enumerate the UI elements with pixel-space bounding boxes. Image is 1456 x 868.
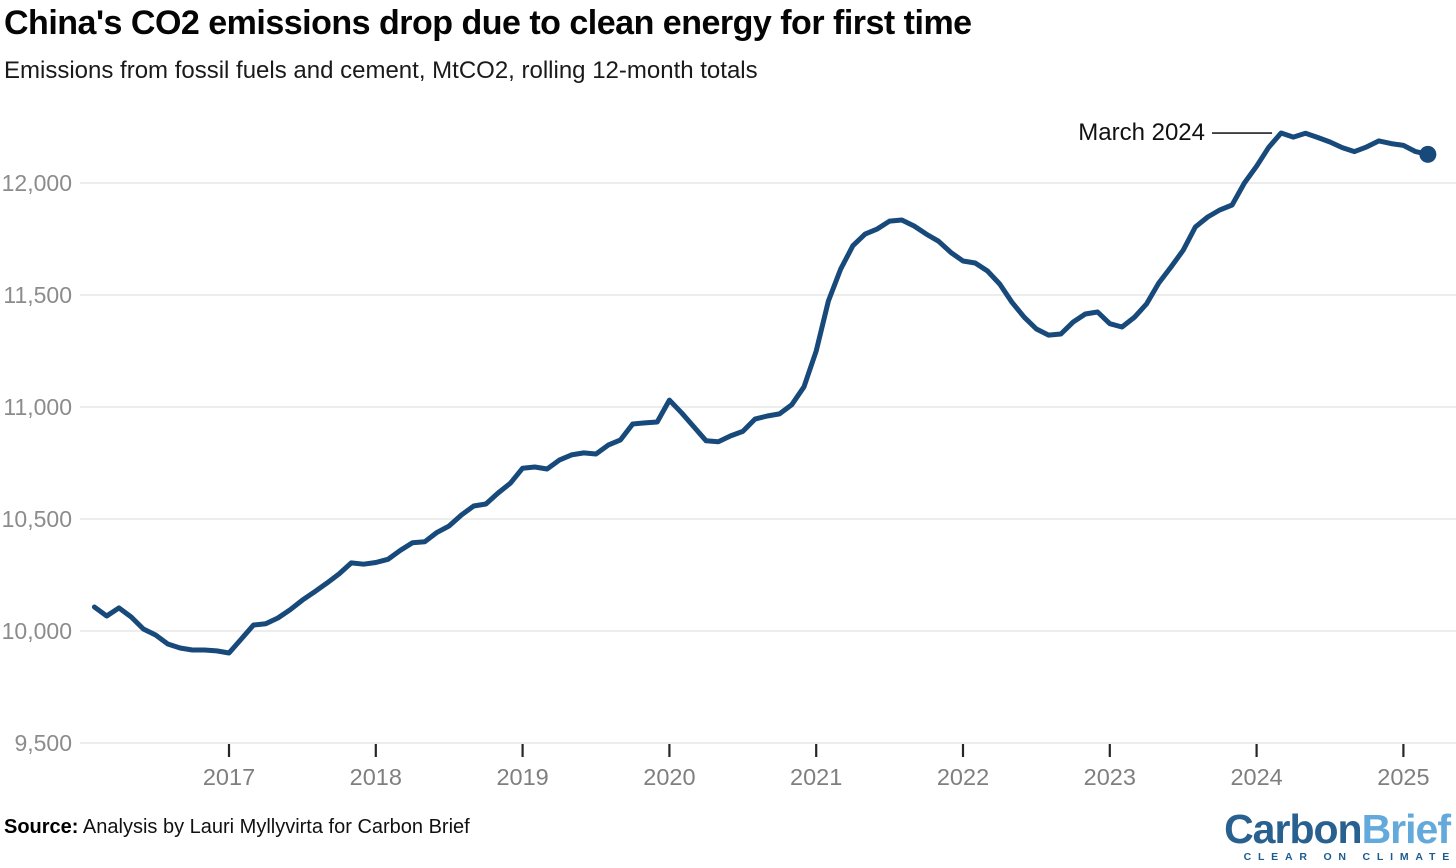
logo-tagline: CLEAR ON CLIMATE bbox=[1243, 850, 1456, 863]
carbonbrief-wordmark: CarbonBrief bbox=[1224, 805, 1451, 852]
x-axis-label-2017: 2017 bbox=[203, 764, 255, 790]
y-axis-label-9500: 9,500 bbox=[14, 730, 72, 756]
y-axis-label-10500: 10,500 bbox=[2, 506, 72, 532]
latest-point-marker bbox=[1419, 145, 1437, 163]
x-axis-label-2020: 2020 bbox=[643, 764, 695, 790]
source-text: Analysis by Lauri Myllyvirta for Carbon … bbox=[78, 816, 470, 838]
x-axis-label-2019: 2019 bbox=[496, 764, 548, 790]
logo-carbon-text: Carbon bbox=[1224, 805, 1362, 852]
carbonbrief-logo: CarbonBrief CLEAR ON CLIMATE bbox=[1224, 805, 1451, 863]
annotation-march-2024: March 2024 bbox=[1078, 119, 1205, 146]
y-axis-label-11500: 11,500 bbox=[3, 282, 72, 308]
x-axis-label-2018: 2018 bbox=[350, 764, 402, 790]
source-note: Source: Analysis by Lauri Myllyvirta for… bbox=[4, 816, 470, 839]
x-axis-label-2025: 2025 bbox=[1377, 764, 1429, 790]
x-axis-label-2024: 2024 bbox=[1230, 764, 1282, 790]
y-axis-label-11000: 11,000 bbox=[3, 394, 72, 420]
source-label: Source: bbox=[4, 816, 79, 838]
page-title: China's CO2 emissions drop due to clean … bbox=[4, 4, 972, 42]
x-axis-label-2023: 2023 bbox=[1084, 764, 1136, 790]
y-axis-label-10000: 10,000 bbox=[2, 618, 72, 644]
emissions-series-line bbox=[91, 130, 1431, 656]
x-axis-label-2021: 2021 bbox=[790, 764, 842, 790]
logo-brief-text: Brief bbox=[1361, 805, 1451, 852]
chart-subtitle: Emissions from fossil fuels and cement, … bbox=[4, 57, 758, 84]
y-axis-label-12000: 12,000 bbox=[2, 170, 72, 196]
x-axis-label-2022: 2022 bbox=[937, 764, 989, 790]
